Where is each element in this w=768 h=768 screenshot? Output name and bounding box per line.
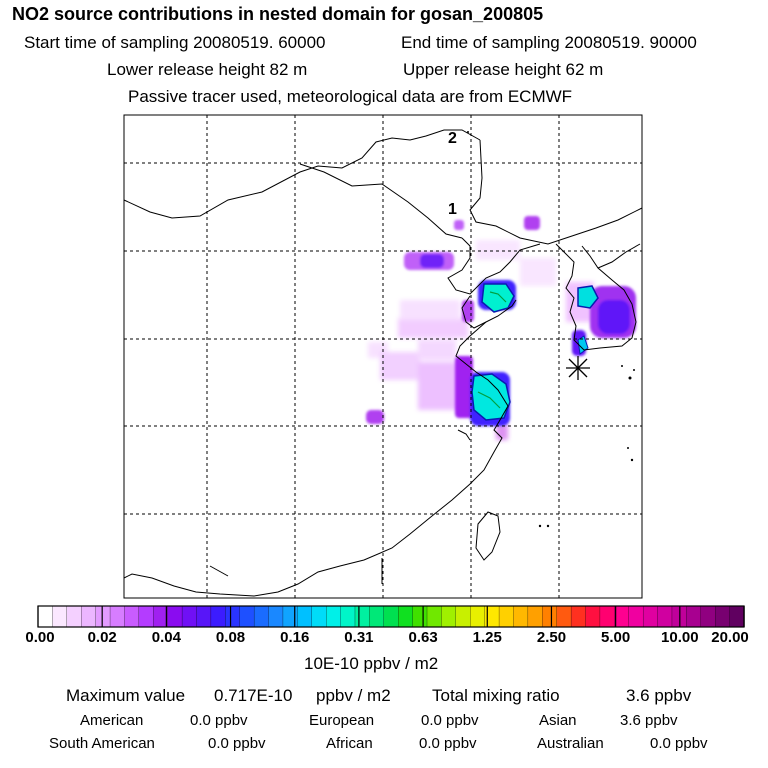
colorbar-swatch xyxy=(354,605,371,628)
total-mixing-ratio-label: Total mixing ratio xyxy=(432,686,560,705)
chart-title: NO2 source contributions in nested domai… xyxy=(12,4,544,24)
colorbar xyxy=(37,605,745,628)
colorbar-swatch xyxy=(628,605,644,628)
colorbar-tick-label: 0.16 xyxy=(280,629,310,646)
colorbar-swatch xyxy=(542,605,558,628)
colorbar-swatch xyxy=(513,605,529,628)
colorbar-swatch xyxy=(657,605,673,628)
colorbar-swatch xyxy=(311,605,327,628)
small-islands xyxy=(467,131,635,528)
max-value-label: Maximum value xyxy=(66,686,186,705)
grid-lines xyxy=(124,115,642,598)
european-label: European xyxy=(309,712,375,729)
end-time: End time of sampling 20080519. 90000 xyxy=(401,33,697,52)
data-source-note: Passive tracer used, meteorological data… xyxy=(128,87,573,106)
colorbar-swatch xyxy=(412,605,428,628)
plume-layer xyxy=(366,216,636,440)
colorbar-swatch xyxy=(527,605,543,628)
colorbar-tick-label: 2.50 xyxy=(536,629,567,646)
colorbar-tick-label: 0.31 xyxy=(344,629,374,646)
colorbar-swatch xyxy=(52,605,68,628)
colorbar-tick-label: 0.02 xyxy=(87,629,117,646)
colorbar-swatch xyxy=(455,605,471,628)
colorbar-tick-label: 5.00 xyxy=(601,629,631,646)
colorbar-swatch xyxy=(181,605,198,628)
colorbar-swatch xyxy=(585,605,601,628)
asian-label: Asian xyxy=(539,712,577,729)
total-mixing-ratio-value: 3.6 ppbv xyxy=(626,686,692,705)
colorbar-swatch xyxy=(81,605,97,628)
australian-label: Australian xyxy=(537,735,604,752)
lower-release-height: Lower release height 82 m xyxy=(107,60,308,79)
colorbar-swatch xyxy=(642,605,659,628)
colorbar-swatch xyxy=(441,605,457,628)
colorbar-tick-label: 0.08 xyxy=(215,629,246,646)
colorbar-tick-label: 0.04 xyxy=(151,629,181,646)
colorbar-swatch xyxy=(109,605,126,628)
map-frame xyxy=(123,114,643,599)
upper-release-height: Upper release height 62 m xyxy=(403,60,604,79)
colorbar-swatch xyxy=(383,605,399,628)
colorbar-swatch xyxy=(239,605,255,628)
map-label-2: 2 xyxy=(448,130,457,147)
colorbar-swatch xyxy=(570,605,587,628)
african-value: 0.0 ppbv xyxy=(419,735,477,752)
map-label-1: 1 xyxy=(448,201,457,218)
coastlines xyxy=(123,129,643,597)
colorbar-swatch xyxy=(66,605,82,628)
colorbar-swatch xyxy=(167,605,183,628)
south-american-label: South American xyxy=(49,735,155,752)
colorbar-swatch xyxy=(369,605,385,628)
colorbar-swatch xyxy=(426,605,443,628)
colorbar-swatch xyxy=(340,605,356,628)
colorbar-swatch xyxy=(253,605,270,628)
colorbar-swatch xyxy=(210,605,226,628)
colorbar-tick-label: 0.00 xyxy=(25,629,55,646)
colorbar-swatch xyxy=(556,605,572,628)
south-american-value: 0.0 ppbv xyxy=(208,735,266,752)
colorbar-swatch xyxy=(398,605,414,628)
colorbar-swatch xyxy=(124,605,140,628)
colorbar-swatch xyxy=(138,605,154,628)
american-label: American xyxy=(80,712,144,729)
african-label: African xyxy=(326,735,373,752)
colorbar-swatch xyxy=(700,605,716,628)
colorbar-swatch xyxy=(282,605,299,628)
start-time: Start time of sampling 20080519. 60000 xyxy=(24,33,326,52)
european-value: 0.0 ppbv xyxy=(421,712,479,729)
colorbar-swatch xyxy=(225,605,241,628)
asian-value: 3.6 ppbv xyxy=(620,712,678,729)
colorbar-frame xyxy=(37,605,745,628)
receptor-marker xyxy=(566,356,590,380)
colorbar-swatch xyxy=(498,605,515,628)
colorbar-tick-label: 20.00 xyxy=(711,629,749,646)
colorbar-swatch xyxy=(470,605,486,628)
colorbar-swatch xyxy=(196,605,212,628)
colorbar-tick-label: 10.00 xyxy=(661,629,699,646)
colorbar-swatch xyxy=(268,605,284,628)
colorbar-swatch xyxy=(37,605,54,628)
colorbar-swatch xyxy=(614,605,630,628)
colorbar-swatch xyxy=(599,605,615,628)
american-value: 0.0 ppbv xyxy=(190,712,248,729)
colorbar-swatch xyxy=(95,605,111,628)
colorbar-tick-label: 0.63 xyxy=(408,629,438,646)
max-value: 0.717E-10 xyxy=(214,686,293,705)
colorbar-unit: 10E-10 ppbv / m2 xyxy=(304,654,439,673)
australian-value: 0.0 ppbv xyxy=(650,735,708,752)
colorbar-swatch xyxy=(729,605,745,628)
colorbar-swatch xyxy=(686,605,702,628)
colorbar-swatch xyxy=(297,605,313,628)
max-value-unit: ppbv / m2 xyxy=(316,686,391,705)
colorbar-swatch xyxy=(715,605,731,628)
colorbar-swatch xyxy=(326,605,342,628)
colorbar-tick-label: 1.25 xyxy=(472,629,502,646)
